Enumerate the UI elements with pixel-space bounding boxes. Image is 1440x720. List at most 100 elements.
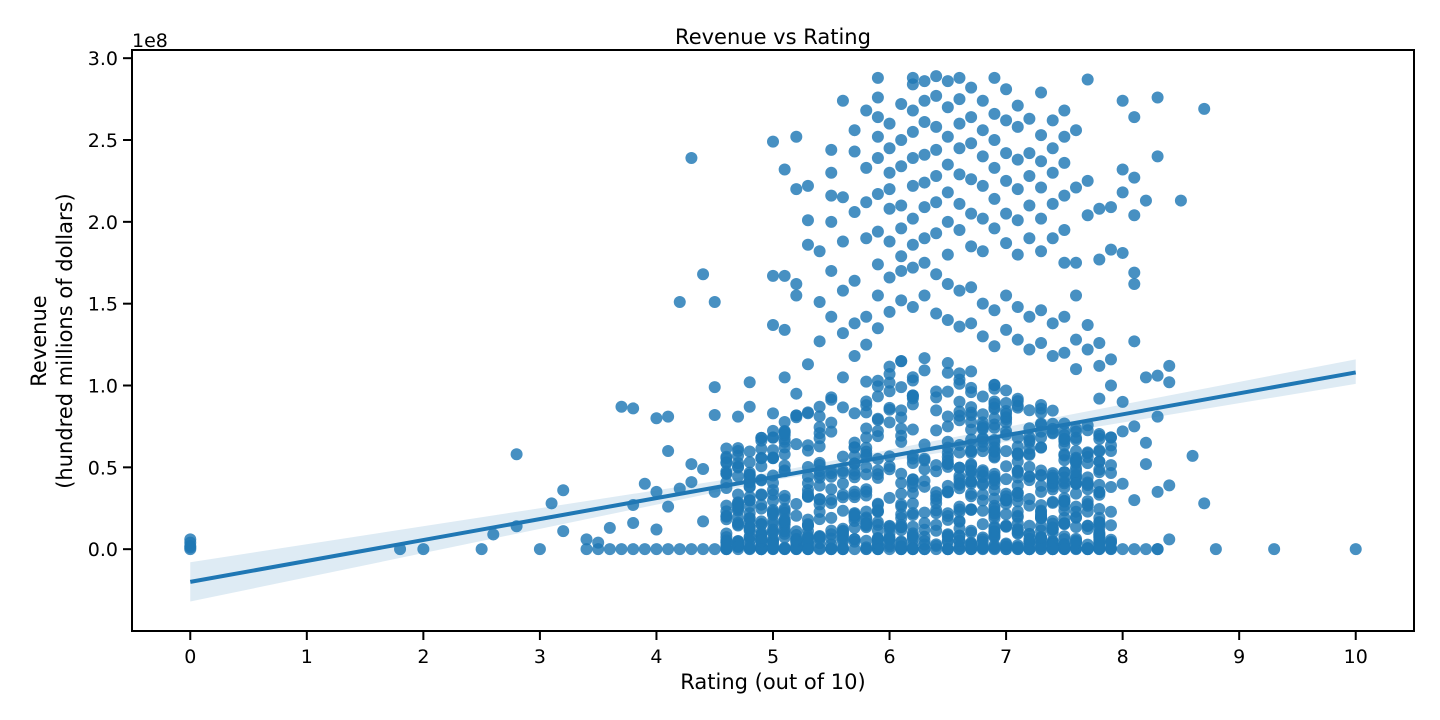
data-point: [755, 451, 768, 464]
data-point: [813, 530, 826, 543]
data-point: [1011, 183, 1024, 196]
data-point: [976, 535, 989, 548]
data-point: [836, 450, 849, 463]
data-point: [1058, 189, 1071, 202]
data-point: [988, 421, 1001, 434]
data-point: [1046, 142, 1059, 155]
data-point: [895, 498, 908, 511]
data-point: [732, 497, 745, 510]
data-point: [895, 294, 908, 307]
data-point: [825, 391, 838, 404]
data-point: [1104, 533, 1117, 546]
data-point: [1081, 174, 1094, 187]
data-point: [1070, 477, 1083, 490]
data-point: [1128, 171, 1141, 184]
data-point: [1000, 384, 1013, 397]
data-point: [860, 534, 873, 547]
data-point: [871, 71, 884, 84]
data-point: [1023, 460, 1036, 473]
data-point: [883, 305, 896, 318]
x-tick-label: 1: [301, 646, 313, 668]
data-point: [871, 518, 884, 531]
data-point: [930, 268, 943, 281]
data-point: [1093, 392, 1106, 405]
data-point: [1046, 526, 1059, 539]
data-point: [1035, 86, 1048, 99]
data-point: [895, 355, 908, 368]
data-point: [1023, 447, 1036, 460]
data-point: [871, 152, 884, 165]
data-point: [825, 416, 838, 429]
data-point: [918, 94, 931, 107]
data-point: [965, 423, 978, 436]
data-point: [778, 163, 791, 176]
data-point: [895, 250, 908, 263]
data-point: [1163, 376, 1176, 389]
data-point: [1023, 493, 1036, 506]
data-point: [1058, 504, 1071, 517]
data-point: [790, 438, 803, 451]
data-point: [743, 494, 756, 507]
data-point: [1070, 422, 1083, 435]
data-point: [965, 317, 978, 330]
data-point: [953, 71, 966, 84]
data-point: [976, 504, 989, 517]
data-point: [941, 543, 954, 556]
data-point: [906, 542, 919, 555]
data-point: [732, 457, 745, 470]
data-point: [825, 528, 838, 541]
data-point: [965, 543, 978, 556]
data-point: [1070, 520, 1083, 533]
data-point: [906, 212, 919, 225]
data-point: [988, 470, 1001, 483]
data-point: [930, 518, 943, 531]
data-point: [1104, 519, 1117, 532]
data-point: [930, 391, 943, 404]
data-point: [825, 483, 838, 496]
data-point: [848, 407, 861, 420]
data-point: [953, 405, 966, 418]
data-point: [988, 379, 1001, 392]
data-point: [755, 431, 768, 444]
data-point: [871, 471, 884, 484]
data-point: [941, 385, 954, 398]
data-point: [976, 464, 989, 477]
data-point: [1093, 433, 1106, 446]
data-point: [545, 497, 558, 510]
data-point: [813, 335, 826, 348]
y-axis-label-line-2: (hundred millions of dollars): [53, 193, 77, 489]
data-point: [1151, 410, 1164, 423]
data-point: [533, 543, 546, 556]
data-point: [673, 296, 686, 309]
data-point: [1046, 427, 1059, 440]
data-point: [1000, 323, 1013, 336]
data-point: [1081, 73, 1094, 86]
data-point: [1198, 102, 1211, 115]
data-point: [918, 232, 931, 245]
data-point: [930, 539, 943, 552]
data-point: [1081, 318, 1094, 331]
data-point: [1035, 336, 1048, 349]
data-point: [1058, 310, 1071, 323]
data-point: [650, 543, 663, 556]
y-tick-label: 0.0: [88, 539, 118, 561]
data-point: [732, 488, 745, 501]
data-point: [871, 424, 884, 437]
data-point: [1128, 420, 1141, 433]
data-point: [918, 506, 931, 519]
data-point: [1011, 495, 1024, 508]
data-point: [953, 284, 966, 297]
data-point: [836, 466, 849, 479]
data-point: [965, 524, 978, 537]
data-point: [685, 476, 698, 489]
data-point: [1081, 343, 1094, 356]
data-point: [941, 158, 954, 171]
data-point: [778, 542, 791, 555]
data-point: [1116, 477, 1129, 490]
data-point: [1046, 166, 1059, 179]
data-point: [1349, 543, 1362, 556]
data-point: [1000, 397, 1013, 410]
data-point: [1104, 379, 1117, 392]
data-point: [184, 543, 197, 556]
data-point: [813, 296, 826, 309]
